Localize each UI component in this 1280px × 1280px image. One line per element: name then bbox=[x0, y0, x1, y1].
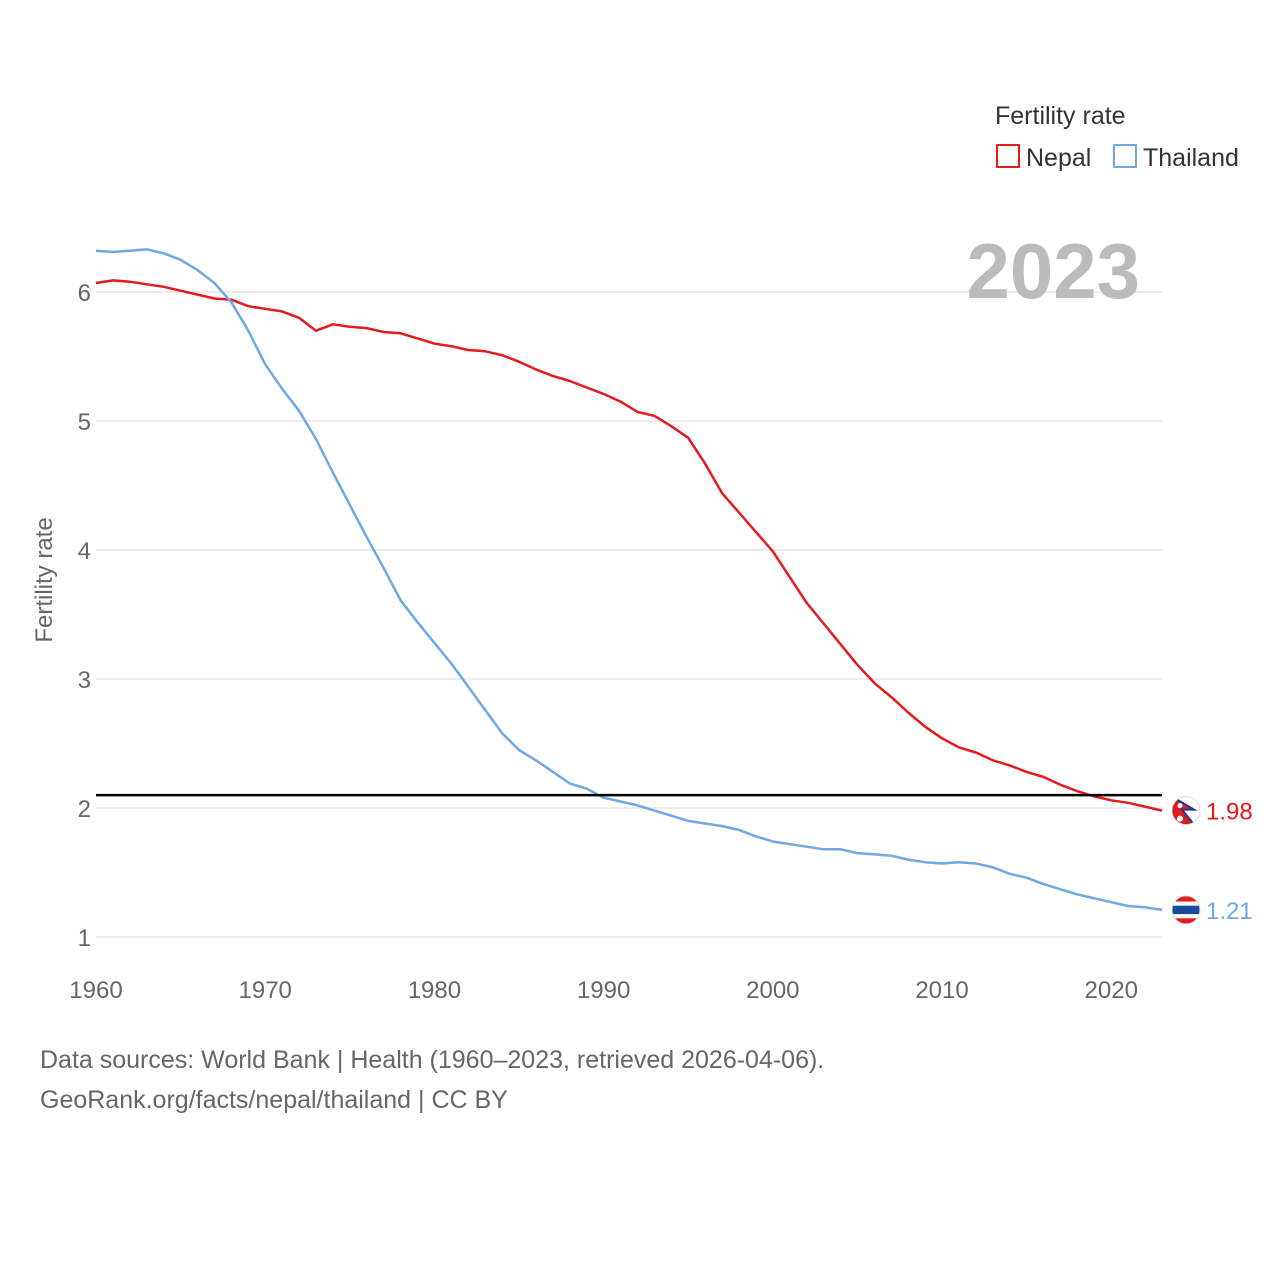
legend-swatch-nepal bbox=[996, 144, 1020, 168]
x-tick-label: 2020 bbox=[1085, 977, 1138, 1004]
year-watermark: 2023 bbox=[966, 227, 1140, 315]
x-tick-label: 2010 bbox=[915, 977, 968, 1004]
y-tick-label: 1 bbox=[78, 925, 91, 952]
legend-item-thailand[interactable]: Thailand bbox=[1113, 144, 1239, 172]
x-tick-label: 1980 bbox=[408, 977, 461, 1004]
legend-label-nepal: Nepal bbox=[1026, 144, 1091, 172]
thailand-flag-icon bbox=[1172, 895, 1200, 924]
gridlines bbox=[96, 291, 1162, 938]
series-lines bbox=[95, 248, 1163, 912]
y-tick-label: 2 bbox=[78, 796, 91, 823]
footer: Data sources: World Bank | Health (1960–… bbox=[40, 1040, 824, 1120]
y-tick-label: 4 bbox=[78, 538, 91, 565]
nepal-flag-icon bbox=[1172, 796, 1200, 825]
legend-title: Fertility rate bbox=[995, 102, 1126, 130]
series-line-thailand bbox=[95, 248, 1163, 912]
legend-label-thailand: Thailand bbox=[1143, 144, 1239, 172]
thailand-flag-border bbox=[1171, 895, 1201, 925]
series-end-markers: 1.98 1.21 bbox=[1171, 796, 1253, 925]
y-tick-label: 5 bbox=[78, 409, 91, 436]
end-label-thailand: 1.21 bbox=[1206, 898, 1253, 925]
series-line-nepal bbox=[95, 279, 1163, 812]
x-tick-label: 1970 bbox=[239, 977, 292, 1004]
data-source-note: Data sources: World Bank | Health (1960–… bbox=[40, 1046, 825, 1074]
y-axis-ticks: 1 2 3 4 5 6 bbox=[78, 280, 91, 952]
legend: Fertility rate Nepal Thailand bbox=[995, 102, 1239, 172]
legend-swatch-thailand bbox=[1113, 144, 1137, 168]
end-label-nepal: 1.98 bbox=[1206, 799, 1253, 826]
nepal-flag-border bbox=[1171, 796, 1201, 826]
x-tick-label: 2000 bbox=[746, 977, 799, 1004]
legend-item-nepal[interactable]: Nepal bbox=[996, 144, 1091, 172]
y-axis-label: Fertility rate bbox=[31, 517, 58, 642]
y-tick-label: 6 bbox=[78, 280, 91, 307]
attribution-link[interactable]: GeoRank.org/facts/nepal/thailand | CC BY bbox=[40, 1086, 508, 1114]
x-axis-ticks: 1960 1970 1980 1990 2000 2010 2020 bbox=[69, 977, 1138, 1004]
x-tick-label: 1990 bbox=[577, 977, 630, 1004]
x-tick-label: 1960 bbox=[69, 977, 122, 1004]
y-tick-label: 3 bbox=[78, 667, 91, 694]
